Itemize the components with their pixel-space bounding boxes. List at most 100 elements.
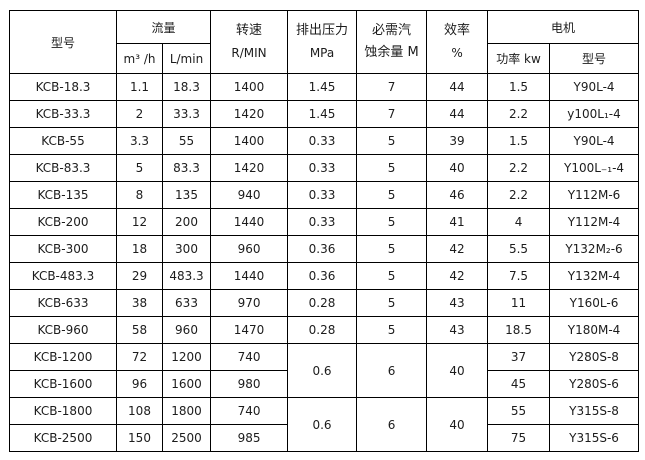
cell-efficiency-merged: 40 [426, 397, 489, 452]
cell-pressure: 0.28 [287, 316, 358, 344]
cell-motor-model: Y100L₋₁-4 [549, 154, 640, 182]
cell-efficiency: 42 [426, 235, 489, 263]
cell-pressure: 0.33 [287, 181, 358, 209]
cell-speed: 970 [210, 289, 289, 317]
cell-motor-model: Y280S-6 [549, 370, 640, 398]
header-model: 型号 [9, 10, 117, 74]
cell-motor-model: y100L₁-4 [549, 100, 640, 128]
cell-flow-m3h: 5 [116, 154, 163, 182]
cell-power: 1.5 [487, 73, 551, 101]
cell-npsh: 5 [356, 262, 428, 290]
cell-motor-model: Y280S-8 [549, 343, 640, 371]
cell-npsh: 5 [356, 154, 428, 182]
table-row: KCB-633 38 633 970 0.28 5 43 11 Y160L-6 [9, 289, 640, 317]
cell-pressure: 0.33 [287, 208, 358, 236]
cell-model: KCB-300 [9, 235, 117, 263]
cell-pressure: 0.33 [287, 154, 358, 182]
cell-speed: 740 [210, 397, 289, 425]
cell-power: 37 [487, 343, 551, 371]
cell-flow-m3h: 38 [116, 289, 163, 317]
cell-flow-m3h: 150 [116, 424, 163, 452]
table-row: KCB-18.3 1.1 18.3 1400 1.45 7 44 1.5 Y90… [9, 73, 640, 101]
cell-flow-m3h: 2 [116, 100, 163, 128]
cell-motor-model: Y112M-6 [549, 181, 640, 209]
cell-model: KCB-1800 [9, 397, 117, 425]
header-speed-line1: 转速 [236, 23, 263, 38]
cell-pressure: 1.45 [287, 73, 358, 101]
cell-npsh: 5 [356, 235, 428, 263]
header-motor-power: 功率 kw [487, 43, 551, 74]
cell-flow-lmin: 483.3 [161, 262, 212, 290]
cell-flow-lmin: 33.3 [161, 100, 212, 128]
cell-flow-lmin: 200 [161, 208, 212, 236]
header-speed-line2: R/MIN [231, 46, 267, 60]
cell-model: KCB-960 [9, 316, 117, 344]
cell-npsh: 7 [356, 73, 428, 101]
cell-model: KCB-633 [9, 289, 117, 317]
cell-power: 18.5 [487, 316, 551, 344]
table-row: KCB-2500 150 2500 985 75 Y315S-6 [9, 424, 640, 452]
cell-model: KCB-483.3 [9, 262, 117, 290]
cell-power: 11 [487, 289, 551, 317]
cell-flow-lmin: 135 [161, 181, 212, 209]
cell-model: KCB-1600 [9, 370, 117, 398]
cell-pressure: 1.45 [287, 100, 358, 128]
header-flow-lmin: L/min [161, 43, 212, 74]
cell-npsh: 5 [356, 181, 428, 209]
cell-flow-lmin: 1800 [161, 397, 212, 425]
cell-model: KCB-135 [9, 181, 117, 209]
cell-model: KCB-18.3 [9, 73, 117, 101]
cell-npsh: 5 [356, 127, 428, 155]
cell-speed: 1440 [210, 262, 289, 290]
header-pressure-line1: 排出压力 [296, 23, 349, 38]
cell-flow-m3h: 96 [116, 370, 163, 398]
cell-power: 2.2 [487, 100, 551, 128]
table-row: KCB-1600 96 1600 980 45 Y280S-6 [9, 370, 640, 398]
cell-pressure: 0.36 [287, 262, 358, 290]
cell-model: KCB-200 [9, 208, 117, 236]
cell-speed: 1470 [210, 316, 289, 344]
cell-power: 75 [487, 424, 551, 452]
cell-flow-lmin: 1600 [161, 370, 212, 398]
cell-flow-m3h: 29 [116, 262, 163, 290]
cell-power: 5.5 [487, 235, 551, 263]
cell-npsh: 5 [356, 316, 428, 344]
cell-flow-m3h: 1.1 [116, 73, 163, 101]
cell-flow-lmin: 18.3 [161, 73, 212, 101]
cell-flow-lmin: 633 [161, 289, 212, 317]
cell-speed: 940 [210, 181, 289, 209]
cell-speed: 1420 [210, 154, 289, 182]
cell-efficiency: 41 [426, 208, 489, 236]
header-flow-m3h: m³ /h [116, 43, 163, 74]
header-motor-group: 电机 [487, 10, 640, 44]
table-row: KCB-200 12 200 1440 0.33 5 41 4 Y112M-4 [9, 208, 640, 236]
table-row: KCB-33.3 2 33.3 1420 1.45 7 44 2.2 y100L… [9, 100, 640, 128]
cell-efficiency: 40 [426, 154, 489, 182]
cell-motor-model: Y90L-4 [549, 127, 640, 155]
cell-motor-model: Y315S-8 [549, 397, 640, 425]
cell-flow-lmin: 83.3 [161, 154, 212, 182]
cell-efficiency: 39 [426, 127, 489, 155]
cell-npsh: 5 [356, 289, 428, 317]
cell-efficiency: 43 [426, 316, 489, 344]
cell-speed: 960 [210, 235, 289, 263]
cell-power: 4 [487, 208, 551, 236]
header-pressure: 排出压力 MPa [287, 10, 358, 74]
header-speed: 转速 R/MIN [210, 10, 289, 74]
cell-flow-m3h: 3.3 [116, 127, 163, 155]
cell-power: 55 [487, 397, 551, 425]
cell-power: 1.5 [487, 127, 551, 155]
cell-flow-m3h: 72 [116, 343, 163, 371]
cell-flow-m3h: 58 [116, 316, 163, 344]
table-row: KCB-300 18 300 960 0.36 5 42 5.5 Y132M₂-… [9, 235, 640, 263]
table-row: KCB-83.3 5 83.3 1420 0.33 5 40 2.2 Y100L… [9, 154, 640, 182]
header-npsh: 必需汽 蚀余量 M [356, 10, 428, 74]
cell-flow-lmin: 55 [161, 127, 212, 155]
cell-motor-model: Y160L-6 [549, 289, 640, 317]
table-row: KCB-135 8 135 940 0.33 5 46 2.2 Y112M-6 [9, 181, 640, 209]
header-motor-model: 型号 [549, 43, 640, 74]
cell-motor-model: Y90L-4 [549, 73, 640, 101]
cell-speed: 1420 [210, 100, 289, 128]
cell-motor-model: Y180M-4 [549, 316, 640, 344]
